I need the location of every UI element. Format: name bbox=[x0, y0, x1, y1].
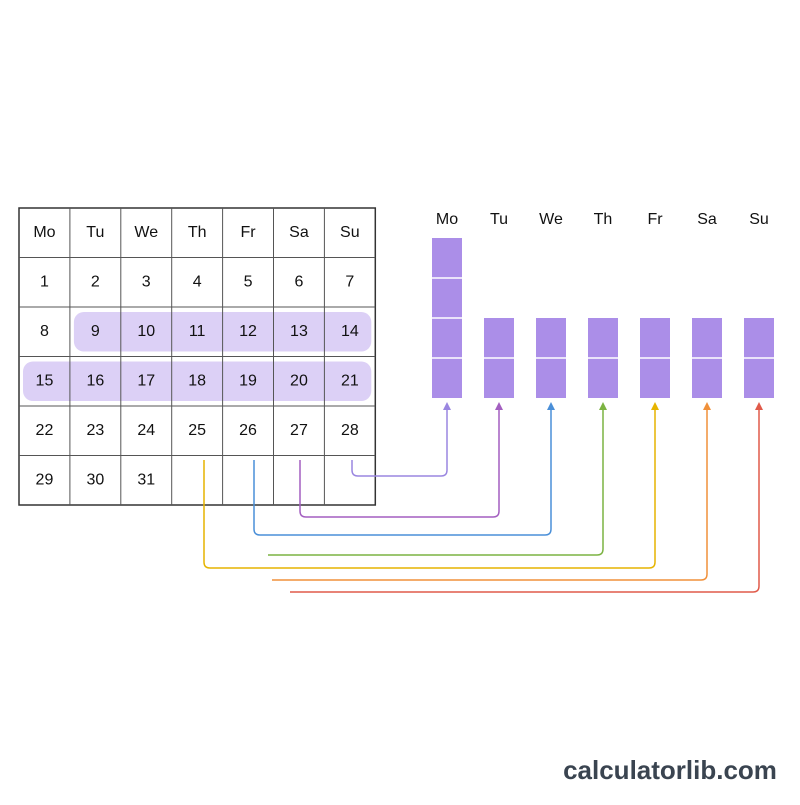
day: 22 bbox=[36, 422, 54, 439]
connector bbox=[351, 404, 448, 477]
arrowhead bbox=[755, 402, 763, 410]
day: 18 bbox=[188, 372, 206, 389]
day: 26 bbox=[239, 422, 257, 439]
day: 16 bbox=[86, 372, 104, 389]
day: 27 bbox=[290, 422, 308, 439]
x-tick-label: Fr bbox=[647, 211, 663, 228]
arrowhead bbox=[547, 402, 555, 410]
day: 28 bbox=[341, 422, 359, 439]
connector bbox=[290, 404, 760, 593]
arrowhead bbox=[703, 402, 711, 410]
day: 12 bbox=[239, 323, 257, 340]
day: 20 bbox=[290, 372, 308, 389]
day: 9 bbox=[91, 323, 100, 340]
day: 7 bbox=[345, 273, 354, 290]
connector bbox=[203, 404, 656, 569]
day: 29 bbox=[36, 471, 54, 488]
day: 11 bbox=[189, 323, 206, 340]
day: 30 bbox=[86, 471, 104, 488]
footer: calculatorlib.com bbox=[563, 755, 777, 785]
x-tick-label: Th bbox=[594, 211, 613, 228]
connector bbox=[268, 404, 604, 556]
weekday-label: Su bbox=[340, 224, 360, 241]
day: 24 bbox=[137, 422, 155, 439]
x-tick-label: We bbox=[539, 211, 563, 228]
weekday-label: Tu bbox=[86, 224, 104, 241]
day: 13 bbox=[290, 323, 308, 340]
day: 15 bbox=[36, 372, 54, 389]
highlight bbox=[23, 361, 372, 401]
x-tick-label: Su bbox=[749, 211, 769, 228]
x-tick-label: Tu bbox=[490, 211, 508, 228]
x-tick-label: Sa bbox=[697, 211, 717, 228]
day: 6 bbox=[294, 273, 303, 290]
weekday-label: We bbox=[134, 224, 158, 241]
arrowhead bbox=[443, 402, 451, 410]
day: 5 bbox=[244, 273, 253, 290]
weekday-label: Mo bbox=[33, 224, 55, 241]
arrowhead bbox=[651, 402, 659, 410]
weekday-label: Th bbox=[188, 224, 207, 241]
x-tick-label: Mo bbox=[436, 211, 458, 228]
day: 17 bbox=[137, 372, 155, 389]
day: 19 bbox=[239, 372, 257, 389]
day: 23 bbox=[86, 422, 104, 439]
day: 31 bbox=[137, 471, 155, 488]
connector bbox=[272, 404, 708, 581]
day: 8 bbox=[40, 323, 49, 340]
arrowhead bbox=[599, 402, 607, 410]
weekday-label: Sa bbox=[289, 224, 309, 241]
day: 1 bbox=[40, 273, 49, 290]
day: 21 bbox=[341, 372, 359, 389]
connector bbox=[253, 404, 552, 536]
day: 2 bbox=[91, 273, 100, 290]
arrowhead bbox=[495, 402, 503, 410]
day: 10 bbox=[137, 323, 155, 340]
day: 25 bbox=[188, 422, 206, 439]
day: 4 bbox=[193, 273, 202, 290]
day: 14 bbox=[341, 323, 359, 340]
day: 3 bbox=[142, 273, 151, 290]
connector bbox=[299, 404, 500, 518]
weekday-label: Fr bbox=[240, 224, 256, 241]
